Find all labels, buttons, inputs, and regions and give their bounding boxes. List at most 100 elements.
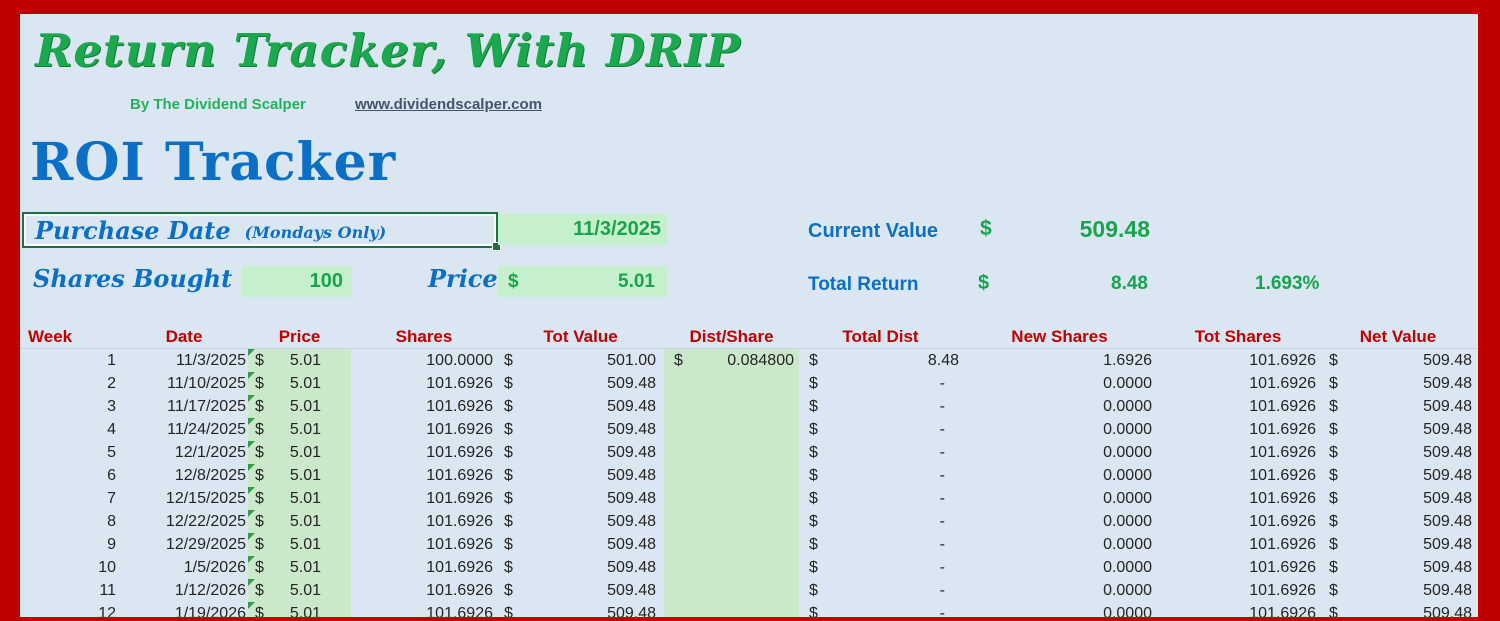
cell-price[interactable]: $5.01 [248,349,351,372]
cell-dist-share[interactable] [664,533,799,556]
cell-dist-share[interactable] [664,441,799,464]
cell-week[interactable]: 7 [107,490,116,507]
cell-net-value[interactable]: $509.48 [1319,487,1477,510]
cell-tot-shares[interactable]: 101.6926 [1249,375,1316,392]
cell-shares[interactable]: 101.6926 [426,444,493,461]
cell-tot-shares[interactable]: 101.6926 [1249,467,1316,484]
cell-price[interactable]: $5.01 [248,533,351,556]
cell-date[interactable]: 12/22/2025 [165,513,246,530]
cell-date[interactable]: 11/24/2025 [167,421,246,438]
cell-new-shares[interactable]: 0.0000 [1103,398,1152,415]
purchase-date-label-cell[interactable]: Purchase Date (Mondays Only) [22,212,501,251]
column-header-dist-share[interactable]: Dist/Share [689,327,774,346]
cell-tot-value[interactable]: $509.48 [497,372,664,395]
cell-new-shares[interactable]: 0.0000 [1103,490,1152,507]
cell-total-dist[interactable]: $ - [799,464,962,487]
cell-tot-shares[interactable]: 101.6926 [1249,398,1316,415]
cell-dist-share[interactable] [664,418,799,441]
cell-dist-share[interactable] [664,556,799,579]
cell-net-value[interactable]: $509.48 [1319,349,1477,372]
column-header-tot-shares[interactable]: Tot Shares [1194,327,1282,346]
cell-week[interactable]: 9 [107,536,116,553]
cell-date[interactable]: 1/12/2026 [174,582,246,599]
cell-tot-value[interactable]: $509.48 [497,556,664,579]
cell-dist-share[interactable] [664,487,799,510]
cell-week[interactable]: 4 [107,421,116,438]
cell-week[interactable]: 2 [107,375,116,392]
cell-tot-value[interactable]: $509.48 [497,487,664,510]
column-header-new-shares[interactable]: New Shares [1011,327,1108,346]
cell-new-shares[interactable]: 0.0000 [1103,582,1152,599]
cell-tot-value[interactable]: $509.48 [497,464,664,487]
cell-dist-share[interactable] [664,464,799,487]
cell-date[interactable]: 12/1/2025 [174,444,246,461]
cell-tot-shares[interactable]: 101.6926 [1249,490,1316,507]
cell-tot-shares[interactable]: 101.6926 [1249,605,1316,617]
cell-net-value[interactable]: $509.48 [1319,372,1477,395]
cell-new-shares[interactable]: 0.0000 [1103,444,1152,461]
cell-shares[interactable]: 100.0000 [426,352,493,369]
cell-shares[interactable]: 101.6926 [426,467,493,484]
column-header-price[interactable]: Price [278,327,321,346]
cell-tot-value[interactable]: $509.48 [497,418,664,441]
cell-week[interactable]: 10 [98,559,116,576]
cell-price[interactable]: $5.01 [248,487,351,510]
cell-shares[interactable]: 101.6926 [426,536,493,553]
cell-net-value[interactable]: $509.48 [1319,556,1477,579]
cell-net-value[interactable]: $509.48 [1319,464,1477,487]
cell-shares[interactable]: 101.6926 [426,582,493,599]
cell-total-dist[interactable]: $ - [799,579,962,602]
cell-shares[interactable]: 101.6926 [426,375,493,392]
cell-new-shares[interactable]: 0.0000 [1103,467,1152,484]
cell-tot-value[interactable]: $509.48 [497,441,664,464]
cell-shares[interactable]: 101.6926 [426,559,493,576]
cell-dist-share[interactable] [664,510,799,533]
cell-price[interactable]: $5.01 [248,579,351,602]
cell-net-value[interactable]: $509.48 [1319,441,1477,464]
cell-date[interactable]: 12/15/2025 [165,490,246,507]
cell-price[interactable]: $5.01 [248,441,351,464]
cell-tot-shares[interactable]: 101.6926 [1249,421,1316,438]
cell-total-dist[interactable]: $ - [799,395,962,418]
cell-tot-shares[interactable]: 101.6926 [1249,582,1316,599]
cell-tot-shares[interactable]: 101.6926 [1249,513,1316,530]
cell-date[interactable]: 11/10/2025 [167,375,246,392]
cell-tot-shares[interactable]: 101.6926 [1249,352,1316,369]
cell-price[interactable]: $5.01 [248,372,351,395]
cell-tot-value[interactable]: $509.48 [497,579,664,602]
cell-dist-share[interactable] [664,602,799,617]
cell-total-dist[interactable]: $ - [799,441,962,464]
cell-price[interactable]: $5.01 [248,464,351,487]
cell-new-shares[interactable]: 0.0000 [1103,513,1152,530]
cell-week[interactable]: 5 [107,444,116,461]
cell-date[interactable]: 11/3/2025 [176,352,246,369]
cell-dist-share[interactable]: $0.084800 [664,349,799,372]
cell-tot-value[interactable]: $509.48 [497,533,664,556]
cell-shares[interactable]: 101.6926 [426,490,493,507]
cell-tot-shares[interactable]: 101.6926 [1249,444,1316,461]
cell-dist-share[interactable] [664,579,799,602]
cell-new-shares[interactable]: 0.0000 [1103,421,1152,438]
cell-new-shares[interactable]: 0.0000 [1103,375,1152,392]
cell-price[interactable]: $5.01 [248,418,351,441]
cell-tot-value[interactable]: $509.48 [497,395,664,418]
cell-total-dist[interactable]: $ - [799,510,962,533]
cell-net-value[interactable]: $509.48 [1319,533,1477,556]
column-header-total-dist[interactable]: Total Dist [842,327,919,346]
cell-total-dist[interactable]: $ - [799,602,962,617]
cell-total-dist[interactable]: $ - [799,372,962,395]
cell-net-value[interactable]: $509.48 [1319,602,1477,617]
cell-tot-value[interactable]: $509.48 [497,510,664,533]
column-header-tot-value[interactable]: Tot Value [543,327,618,346]
cell-price[interactable]: $5.01 [248,395,351,418]
cell-date[interactable]: 12/29/2025 [165,536,246,553]
cell-new-shares[interactable]: 1.6926 [1103,352,1152,369]
cell-new-shares[interactable]: 0.0000 [1103,536,1152,553]
cell-date[interactable]: 1/19/2026 [174,605,246,617]
cell-total-dist[interactable]: $ - [799,418,962,441]
cell-tot-shares[interactable]: 101.6926 [1249,536,1316,553]
cell-price[interactable]: $5.01 [248,602,351,617]
cell-total-dist[interactable]: $ - [799,487,962,510]
cell-new-shares[interactable]: 0.0000 [1103,559,1152,576]
cell-week[interactable]: 3 [107,398,116,415]
